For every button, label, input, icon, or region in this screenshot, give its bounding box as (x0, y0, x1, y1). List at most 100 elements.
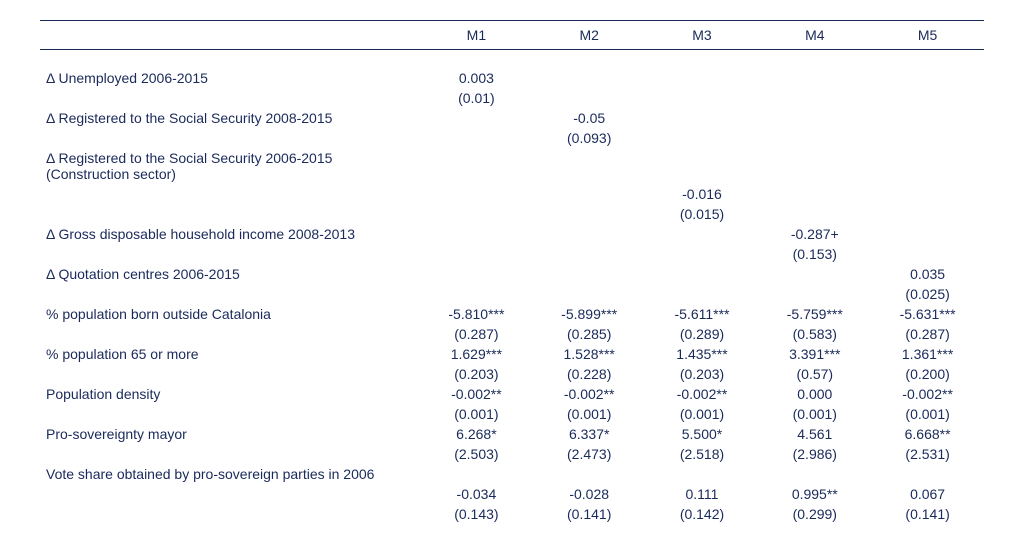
coef-cell: -5.899*** (533, 304, 646, 324)
table-row: Δ Gross disposable household income 2008… (40, 224, 984, 244)
se-cell: (2.503) (420, 444, 533, 464)
row-label: Δ Unemployed 2006-2015 (40, 68, 420, 88)
table-row-se: (0.015) (40, 204, 984, 224)
coef-cell: 0.003 (420, 68, 533, 88)
se-cell: (0.228) (533, 364, 646, 384)
col-header: M5 (871, 21, 984, 50)
coef-cell (533, 464, 646, 484)
se-cell: (0.001) (871, 404, 984, 424)
row-label: Δ Registered to the Social Security 2008… (40, 108, 420, 128)
se-cell: (2.531) (871, 444, 984, 464)
se-cell (646, 128, 759, 148)
coef-cell (420, 464, 533, 484)
se-cell (646, 244, 759, 264)
se-cell (533, 284, 646, 304)
col-header: M1 (420, 21, 533, 50)
se-cell: (0.025) (871, 284, 984, 304)
table-row: -0.034-0.0280.1110.995**0.067 (40, 484, 984, 504)
se-cell: (0.57) (758, 364, 871, 384)
row-label: Δ Gross disposable household income 2008… (40, 224, 420, 244)
coef-cell (758, 464, 871, 484)
se-cell: (0.001) (533, 404, 646, 424)
row-label-blank (40, 404, 420, 424)
coef-cell: -0.034 (420, 484, 533, 504)
table-body: Δ Unemployed 2006-20150.003(0.01)Δ Regis… (40, 50, 984, 525)
table-row-se: (0.203)(0.228)(0.203)(0.57)(0.200) (40, 364, 984, 384)
se-cell: (0.142) (646, 504, 759, 524)
coef-cell: -0.002** (533, 384, 646, 404)
row-label: % population born outside Catalonia (40, 304, 420, 324)
row-label-blank (40, 504, 420, 524)
se-cell: (0.200) (871, 364, 984, 384)
coef-cell (533, 224, 646, 244)
coef-cell (533, 184, 646, 204)
se-cell: (0.01) (420, 88, 533, 108)
row-label-blank (40, 444, 420, 464)
coef-cell: 0.995** (758, 484, 871, 504)
se-cell: (0.001) (646, 404, 759, 424)
coef-cell (420, 184, 533, 204)
table-row-se: (0.093) (40, 128, 984, 148)
table-row-se: (2.503)(2.473)(2.518)(2.986)(2.531) (40, 444, 984, 464)
coef-cell (420, 224, 533, 244)
se-cell (420, 284, 533, 304)
se-cell (871, 204, 984, 224)
coef-cell (420, 264, 533, 284)
coef-cell: 6.268* (420, 424, 533, 444)
coef-cell (646, 224, 759, 244)
coef-cell (871, 108, 984, 128)
col-header: M3 (646, 21, 759, 50)
se-cell (646, 88, 759, 108)
coef-cell: 0.067 (871, 484, 984, 504)
se-cell: (0.141) (533, 504, 646, 524)
coef-cell (758, 68, 871, 88)
coef-cell: -0.002** (646, 384, 759, 404)
coef-cell: 6.668** (871, 424, 984, 444)
se-cell: (0.287) (871, 324, 984, 344)
se-cell: (0.001) (758, 404, 871, 424)
se-cell: (2.986) (758, 444, 871, 464)
coef-cell (871, 224, 984, 244)
coef-cell: 6.337* (533, 424, 646, 444)
coef-cell: -0.016 (646, 184, 759, 204)
coef-cell (871, 148, 984, 184)
table-header-row: M1 M2 M3 M4 M5 (40, 21, 984, 50)
table-row: Pro-sovereignty mayor6.268*6.337*5.500*4… (40, 424, 984, 444)
table-row-se: (0.153) (40, 244, 984, 264)
se-cell: (2.518) (646, 444, 759, 464)
table-row: Population density-0.002**-0.002**-0.002… (40, 384, 984, 404)
se-cell (758, 284, 871, 304)
coef-cell (871, 184, 984, 204)
coef-cell: 1.629*** (420, 344, 533, 364)
col-header: M2 (533, 21, 646, 50)
row-label: Vote share obtained by pro-sovereign par… (40, 464, 420, 484)
coef-cell (646, 464, 759, 484)
table-row: Δ Registered to the Social Security 2008… (40, 108, 984, 128)
table-row-se: (0.287)(0.285)(0.289)(0.583)(0.287) (40, 324, 984, 344)
se-cell: (0.285) (533, 324, 646, 344)
row-label: Δ Registered to the Social Security 2006… (40, 148, 420, 184)
se-cell: (0.299) (758, 504, 871, 524)
se-cell (420, 204, 533, 224)
coef-cell: 1.528*** (533, 344, 646, 364)
table-row: Δ Registered to the Social Security 2006… (40, 148, 984, 184)
row-label: Δ Quotation centres 2006-2015 (40, 264, 420, 284)
col-header: M4 (758, 21, 871, 50)
coef-cell (646, 264, 759, 284)
coef-cell: 5.500* (646, 424, 759, 444)
table-row-se: (0.025) (40, 284, 984, 304)
coef-cell: 0.000 (758, 384, 871, 404)
table-row: Δ Quotation centres 2006-20150.035 (40, 264, 984, 284)
row-label-blank (40, 204, 420, 224)
coef-cell: 1.435*** (646, 344, 759, 364)
se-cell: (2.473) (533, 444, 646, 464)
table-row: Δ Unemployed 2006-20150.003 (40, 68, 984, 88)
se-cell (420, 128, 533, 148)
coef-cell (646, 148, 759, 184)
se-cell (758, 204, 871, 224)
coef-cell: -5.810*** (420, 304, 533, 324)
coef-cell (871, 68, 984, 88)
coef-cell (533, 264, 646, 284)
coef-cell: -0.028 (533, 484, 646, 504)
se-cell (533, 204, 646, 224)
